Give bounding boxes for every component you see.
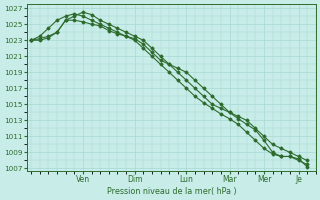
X-axis label: Pression niveau de la mer( hPa ): Pression niveau de la mer( hPa ) bbox=[107, 187, 236, 196]
